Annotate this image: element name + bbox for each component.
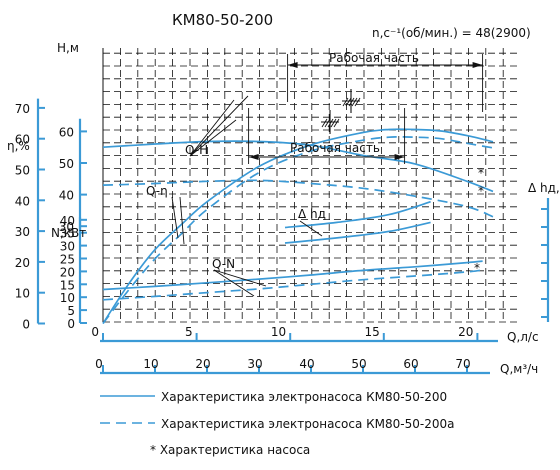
trim-mark-upper-hatch bbox=[342, 97, 349, 107]
tick-label-eta: 30 bbox=[15, 225, 30, 239]
series bbox=[102, 95, 494, 325]
tick-label-eta: 70 bbox=[15, 102, 30, 116]
series-line-5 bbox=[102, 269, 483, 301]
work-range-label-bottom: Рабочая часть bbox=[290, 141, 380, 155]
series-label-qh: Q-H bbox=[185, 143, 208, 157]
trim-mark-lower-hatch bbox=[327, 118, 334, 128]
series-label-qeta: Q-η bbox=[146, 184, 168, 198]
work-range-top-arrow-right bbox=[472, 62, 483, 68]
series-line-4 bbox=[102, 260, 483, 291]
label-leader-line bbox=[189, 95, 249, 157]
h-axis-label: Н,м bbox=[57, 41, 79, 55]
tick-label-eta: 60 bbox=[15, 133, 30, 147]
tick-label-eta: 50 bbox=[15, 164, 30, 178]
label-leader-line bbox=[213, 269, 255, 297]
tick-label-q-ls: 0 bbox=[91, 325, 99, 339]
work-range-bottom-arrow-right bbox=[394, 154, 405, 160]
series-line-7 bbox=[284, 221, 431, 244]
work-range-top-arrow-left bbox=[287, 62, 298, 68]
legend: Характеристика электронасоса КМ80-50-200… bbox=[100, 390, 454, 457]
series-line-1 bbox=[102, 179, 494, 218]
label-leader-line bbox=[179, 196, 185, 245]
tick-label-eta: 0 bbox=[22, 318, 30, 332]
tick-label-n: 15 bbox=[60, 278, 75, 292]
tick-label-h: 60 bbox=[59, 125, 74, 139]
label-leader-line bbox=[189, 119, 237, 157]
tick-label-q-m3: 30 bbox=[247, 357, 262, 371]
trim-mark-upper-hatch bbox=[354, 97, 361, 107]
q-m3-axis-label: Q,м³/ч bbox=[500, 362, 538, 376]
label-leader-line bbox=[189, 99, 235, 157]
tick-label-eta: 20 bbox=[15, 256, 30, 270]
tick-label-q-m3: 50 bbox=[351, 357, 366, 371]
work-range-bottom-arrow-left bbox=[248, 154, 259, 160]
labels: КМ80-50-200 n,с⁻¹(об/мин.) = 48(2900) Н,… bbox=[7, 11, 560, 376]
tick-label-h: 30 bbox=[59, 220, 74, 234]
trim-mark-upper-hatch bbox=[348, 97, 355, 107]
tick-label-h: 40 bbox=[59, 189, 74, 203]
marker-eta-pump-2: * bbox=[478, 184, 484, 198]
chart-title: КМ80-50-200 bbox=[172, 11, 273, 29]
marker-eta-pump: * bbox=[478, 166, 484, 180]
tick-label-q-ls: 10 bbox=[271, 325, 286, 339]
tick-label-q-m3: 40 bbox=[299, 357, 314, 371]
npsh-axis-label: Δ hд,м bbox=[528, 181, 560, 195]
trim-mark-lower-hatch bbox=[324, 118, 331, 128]
label-leader-line bbox=[299, 220, 323, 237]
q-ls-axis-label: Q,л/с bbox=[507, 330, 539, 344]
series-label-qn: Q-N bbox=[212, 257, 235, 271]
work-range-label-top: Рабочая часть bbox=[329, 51, 419, 65]
tick-label-eta: 40 bbox=[15, 194, 30, 208]
grid bbox=[102, 48, 520, 323]
series-line-6 bbox=[284, 200, 431, 229]
trim-mark-lower-hatch bbox=[321, 118, 328, 128]
tick-label-q-m3: 60 bbox=[403, 357, 418, 371]
trim-mark-lower-hatch bbox=[333, 118, 340, 128]
tick-label-n: 0 bbox=[67, 317, 75, 331]
speed-label: n,с⁻¹(об/мин.) = 48(2900) bbox=[372, 26, 531, 40]
series-label-npsh: Δ hд bbox=[298, 207, 326, 221]
label-leader-line bbox=[213, 269, 267, 287]
marker-n-pump: * bbox=[474, 261, 480, 275]
legend-item-dashed: Характеристика электронасоса КМ80-50-200… bbox=[161, 417, 454, 431]
n-axis-label: N,кВт bbox=[51, 226, 86, 240]
tick-label-n: 35 bbox=[60, 227, 75, 241]
tick-label-q-m3: 0 bbox=[95, 357, 103, 371]
series-line-2 bbox=[102, 128, 494, 324]
trim-mark-upper-hatch bbox=[351, 97, 358, 107]
axes: 0 5 10 15 200 10 20 30 40 50 60 7030405060010203040… bbox=[15, 98, 550, 375]
tick-label-q-m3: 10 bbox=[143, 357, 158, 371]
tick-label-h: 50 bbox=[59, 157, 74, 171]
tick-label-q-ls: 20 bbox=[458, 325, 473, 339]
label-leader-line bbox=[171, 196, 179, 239]
tick-label-n: 20 bbox=[60, 265, 75, 279]
series-line-3 bbox=[102, 136, 494, 325]
tick-label-n: 25 bbox=[60, 253, 75, 267]
legend-item-pump: * Характеристика насоса bbox=[150, 443, 310, 457]
tick-label-q-m3: 70 bbox=[455, 357, 470, 371]
legend-item-solid: Характеристика электронасоса КМ80-50-200 bbox=[161, 390, 447, 404]
tick-label-n: 5 bbox=[67, 304, 75, 318]
tick-label-q-m3: 20 bbox=[195, 357, 210, 371]
tick-label-n: 30 bbox=[60, 240, 75, 254]
tick-label-q-ls: 15 bbox=[365, 325, 380, 339]
work-range bbox=[248, 54, 484, 164]
tick-label-n: 40 bbox=[60, 214, 75, 228]
eta-axis-label: η,% bbox=[7, 139, 30, 153]
trim-mark-lower-hatch bbox=[330, 118, 337, 128]
trim-mark-upper-hatch bbox=[345, 97, 352, 107]
tick-label-eta: 10 bbox=[15, 287, 30, 301]
tick-label-n: 10 bbox=[60, 291, 75, 305]
tick-label-q-ls: 5 bbox=[185, 325, 193, 339]
